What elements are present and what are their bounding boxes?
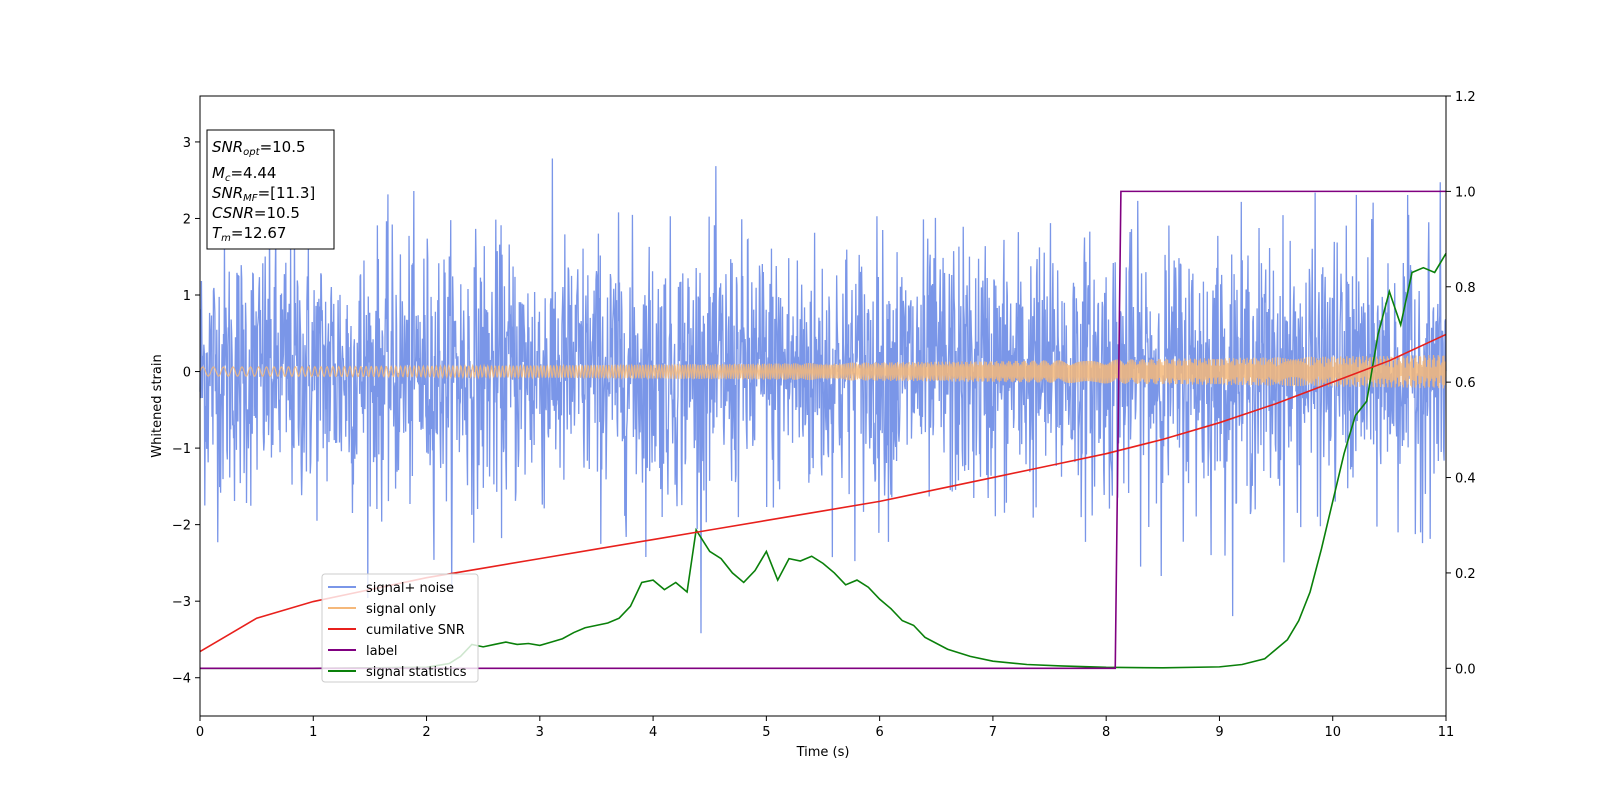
y-left-tick-label: −4 <box>172 672 191 687</box>
legend-entry-label: signal statistics <box>366 665 467 680</box>
x-axis-label: Time (s) <box>796 745 850 760</box>
plot-frame <box>199 95 1447 717</box>
series-signal-statistics <box>200 252 1447 670</box>
x-tick-label: 9 <box>1215 725 1223 740</box>
info-mc: Mc=4.44 <box>212 164 276 184</box>
info-tm-sub: m <box>221 233 231 244</box>
y-left-tick-label: 2 <box>183 212 191 227</box>
y-right-tick-label: 0.8 <box>1455 281 1476 296</box>
x-tick-label: 2 <box>422 725 430 740</box>
y-left-tick-label: −1 <box>172 442 191 457</box>
y-right-tick-label: 0.2 <box>1455 567 1476 582</box>
x-tick-label: 5 <box>762 725 770 740</box>
info-snr-mf: SNRMF=[11.3] <box>212 184 315 204</box>
x-tick-label: 11 <box>1438 725 1455 740</box>
x-tick-label: 7 <box>989 725 997 740</box>
legend-entry-label: signal only <box>366 602 436 617</box>
info-csnr-value: =10.5 <box>254 204 300 222</box>
y-axis-label: Whitened strain <box>150 354 165 457</box>
info-snr-opt: SNRopt=10.5 <box>212 138 306 158</box>
series-label <box>200 190 1446 670</box>
legend-frame <box>321 573 479 683</box>
x-tick-label: 10 <box>1324 725 1341 740</box>
info-mc-var: M <box>212 164 225 182</box>
info-snr-mf-var: SNR <box>212 184 243 202</box>
info-tm: Tm=12.67 <box>212 224 286 244</box>
info-snr-opt-var: SNR <box>212 138 243 156</box>
y-right-tick-label: 0.0 <box>1455 662 1476 677</box>
x-tick-label: 8 <box>1102 725 1110 740</box>
line-signal-statistics <box>200 252 1447 670</box>
info-snr-mf-value: =[11.3] <box>258 184 316 202</box>
info-snr-opt-sub: opt <box>243 147 260 158</box>
y-left-tick-label: −2 <box>172 519 191 534</box>
legend-entry-label: signal+ noise <box>366 581 454 596</box>
y-left-tick-label: 1 <box>183 289 191 304</box>
x-tick-label: 3 <box>536 725 544 740</box>
y-right-tick-label: 0.6 <box>1455 376 1476 391</box>
y-right-tick-label: 0.4 <box>1455 472 1476 487</box>
info-box: SNRopt=10.5 Mc=4.44 SNRMF=[11.3] CSNR=10… <box>206 129 335 250</box>
info-mc-value: =4.44 <box>230 164 276 182</box>
legend: signal+ noise signal only cumilative SNR la… <box>321 573 479 683</box>
info-csnr: CSNR=10.5 <box>212 204 300 222</box>
y-right-tick-label: 1.2 <box>1455 90 1476 105</box>
y-right-tick-label: 1.0 <box>1455 185 1476 200</box>
info-snr-mf-sub: MF <box>243 193 258 204</box>
y-left-tick-label: 0 <box>183 366 191 381</box>
y-left-tick-label: 3 <box>183 136 191 151</box>
info-tm-var: T <box>212 224 223 242</box>
x-tick-label: 1 <box>309 725 317 740</box>
line-signal-only <box>199 354 1447 389</box>
x-tick-label: 0 <box>196 725 204 740</box>
line-label <box>200 190 1446 670</box>
info-tm-value: =12.67 <box>231 224 287 242</box>
y-left-axis-ticks: −4 −3 −2 −1 0 1 2 3 <box>172 136 200 687</box>
y-left-tick-label: −3 <box>172 595 191 610</box>
info-csnr-var: CSNR <box>212 204 254 222</box>
legend-entry-label: label <box>366 644 397 659</box>
info-mc-sub: c <box>225 173 231 184</box>
x-axis-ticks: 0 1 2 3 4 5 6 7 8 9 10 11 <box>196 716 1454 740</box>
series-signal-only <box>199 354 1447 389</box>
info-snr-opt-value: =10.5 <box>260 138 306 156</box>
y-right-axis-ticks: 0.0 0.2 0.4 0.6 0.8 1.0 1.2 <box>1446 90 1476 677</box>
x-tick-label: 6 <box>875 725 883 740</box>
info-box-frame <box>206 129 335 250</box>
legend-entry-label: cumilative SNR <box>366 623 465 638</box>
x-tick-label: 4 <box>649 725 657 740</box>
